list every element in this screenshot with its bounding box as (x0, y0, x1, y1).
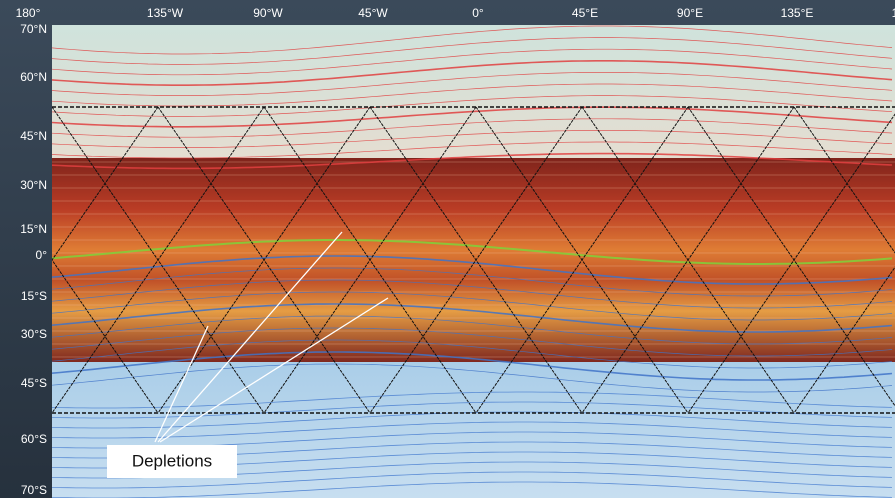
contour (52, 95, 893, 117)
track (687, 113, 895, 414)
contour (52, 291, 893, 321)
contour (52, 106, 893, 128)
contour (52, 37, 893, 65)
longitude-label: 90°E (677, 6, 703, 20)
contour (52, 315, 893, 345)
track (793, 106, 895, 254)
contour (52, 141, 893, 159)
longitude-label: 0° (472, 6, 484, 20)
latitude-label: 30°N (20, 178, 47, 192)
longitude-label: 180° (16, 6, 41, 20)
contour (52, 363, 893, 393)
latitude-label: 0° (36, 248, 48, 262)
longitude-label: 135°E (781, 6, 814, 20)
contour (52, 25, 893, 55)
track (369, 106, 583, 414)
arrow (154, 325, 209, 443)
arrows (154, 231, 389, 443)
track (52, 259, 159, 414)
contour (52, 130, 893, 148)
contour (52, 481, 893, 498)
contour (52, 327, 893, 357)
latitude-label: 70°N (20, 22, 47, 36)
contour (52, 83, 893, 107)
longitude-label: 135°W (147, 6, 184, 20)
density-band (52, 158, 895, 362)
latitude-label: 45°S (21, 376, 47, 390)
contour (52, 267, 893, 297)
axis-labels: 180° 135°W 90°W 45°W 0° 45°E 90°E 135°E 180° 70°N… (16, 6, 895, 497)
track (793, 266, 895, 414)
contour (52, 152, 893, 170)
contour (52, 60, 893, 86)
track (52, 106, 265, 414)
contour (52, 255, 893, 285)
contour (52, 351, 893, 381)
track (581, 106, 795, 414)
longitude-label: 90°W (253, 6, 283, 20)
track (52, 106, 159, 261)
latitude-label: 45°N (20, 129, 47, 143)
longitude-label: 45°W (358, 6, 388, 20)
annotation: Depletions (132, 451, 212, 470)
contour (52, 279, 893, 309)
latitude-label: 15°N (20, 222, 47, 236)
arrow (159, 297, 389, 443)
latitude-label: 60°N (20, 70, 47, 84)
contour (52, 239, 893, 265)
contour (52, 303, 893, 333)
contour (52, 471, 893, 489)
track (263, 106, 477, 414)
longitude-label: 180° (892, 6, 895, 20)
latitude-label: 70°S (21, 483, 47, 497)
annotation-box (107, 445, 237, 478)
contour (52, 421, 893, 439)
latitude-label: 15°S (21, 289, 47, 303)
contours-and-tracks (52, 25, 895, 498)
contour (52, 48, 893, 76)
longitude-label: 45°E (572, 6, 598, 20)
track (475, 106, 689, 414)
contour (52, 339, 893, 369)
contour (52, 72, 893, 96)
contour (52, 118, 893, 138)
contour (52, 391, 893, 409)
latitude-label: 30°S (21, 327, 47, 341)
latitude-label: 60°S (21, 432, 47, 446)
map-area (52, 25, 895, 498)
arrow (157, 231, 343, 443)
contour (52, 401, 893, 419)
